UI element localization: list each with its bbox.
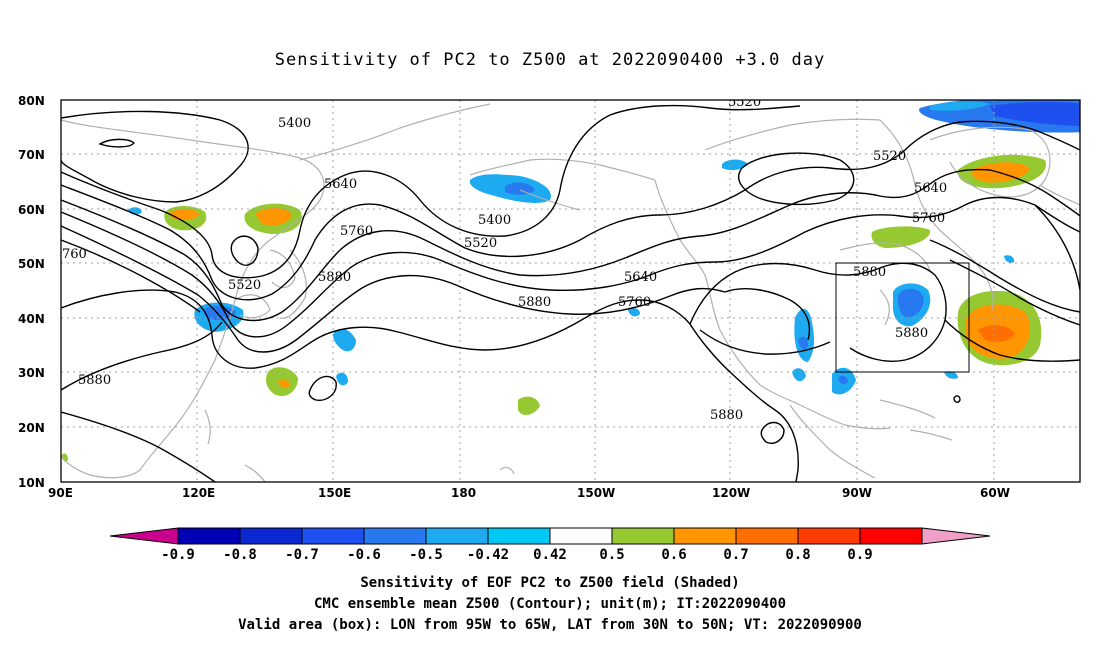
colorbar-low-extension bbox=[109, 527, 179, 545]
colorbar-tick-label: -0.7 bbox=[285, 547, 319, 563]
lon-label: 120E bbox=[182, 486, 215, 500]
colorbar-tick-label: 0.42 bbox=[533, 547, 567, 563]
colorbar-swatch bbox=[549, 527, 613, 545]
colorbar-tick-label: -0.6 bbox=[347, 547, 381, 563]
contour-label: 5880 bbox=[895, 326, 928, 341]
contour-label: 5880 bbox=[318, 270, 351, 285]
lat-lon-grid bbox=[61, 100, 1080, 482]
colorbar-tick-label: 0.6 bbox=[661, 547, 686, 563]
contour-label: 5880 bbox=[853, 265, 886, 280]
lon-label: 90W bbox=[842, 486, 872, 500]
lat-axis: 80N 70N 60N 50N 40N 30N 20N 10N bbox=[18, 94, 45, 490]
lat-label: 30N bbox=[18, 366, 45, 380]
lon-label: 60W bbox=[980, 486, 1010, 500]
contour-label: 5640 bbox=[914, 181, 947, 196]
colorbar-tick-label: 0.7 bbox=[723, 547, 748, 563]
colorbar-swatch bbox=[425, 527, 489, 545]
colorbar-swatch bbox=[177, 527, 241, 545]
contour-label: 760 bbox=[62, 247, 87, 262]
contour-label: 5640 bbox=[624, 270, 657, 285]
lat-label: 60N bbox=[18, 203, 45, 217]
contour-label: 5520 bbox=[728, 95, 761, 110]
colorbar-tick-label: 0.8 bbox=[785, 547, 810, 563]
caption-line-2: CMC ensemble mean Z500 (Contour); unit(m… bbox=[313, 596, 786, 612]
colorbar-swatch bbox=[363, 527, 427, 545]
contour-label: 5760 bbox=[340, 224, 373, 239]
colorbar-tick-label: -0.5 bbox=[409, 547, 443, 563]
contour-label: 5400 bbox=[478, 213, 511, 228]
lat-label: 50N bbox=[18, 257, 45, 271]
colorbar-swatch bbox=[673, 527, 737, 545]
lat-label: 10N bbox=[18, 476, 45, 490]
map-frame bbox=[60, 99, 1081, 483]
contour-label: 5520 bbox=[228, 278, 261, 293]
colorbar-tick-label: 0.9 bbox=[847, 547, 872, 563]
lon-label: 120W bbox=[712, 486, 750, 500]
caption-line-1: Sensitivity of EOF PC2 to Z500 field (Sh… bbox=[360, 575, 740, 591]
colorbar-tick-label: 0.5 bbox=[599, 547, 624, 563]
colorbar-high-extension bbox=[921, 527, 991, 545]
z500-contours bbox=[61, 104, 1080, 482]
colorbar-tick-label: -0.42 bbox=[467, 547, 509, 563]
colorbar-tick-label: -0.9 bbox=[161, 547, 195, 563]
lat-label: 70N bbox=[18, 148, 45, 162]
contour-label: 5880 bbox=[710, 408, 743, 423]
contour-labels: 5400 5520 5640 5760 5880 5400 5520 5640 … bbox=[62, 95, 947, 423]
lon-label: 90E bbox=[48, 486, 73, 500]
lon-axis: 90E 120E 150E 180 150W 120W 90W 60W bbox=[48, 486, 1010, 500]
colorbar-swatch bbox=[797, 527, 861, 545]
colorbar-swatch bbox=[735, 527, 799, 545]
lon-label: 180 bbox=[451, 486, 476, 500]
lat-label: 20N bbox=[18, 421, 45, 435]
colorbar-swatch bbox=[239, 527, 303, 545]
coastlines bbox=[61, 103, 1080, 482]
lat-label: 40N bbox=[18, 312, 45, 326]
contour-label: 5880 bbox=[518, 295, 551, 310]
shaded-sensitivity bbox=[62, 100, 1080, 462]
contour-label: 5880 bbox=[78, 373, 111, 388]
contour-label: 5400 bbox=[278, 116, 311, 131]
colorbar-swatch bbox=[487, 527, 551, 545]
lon-label: 150W bbox=[577, 486, 615, 500]
map-title: Sensitivity of PC2 to Z500 at 2022090400… bbox=[274, 50, 826, 70]
contour-label: 5640 bbox=[324, 177, 357, 192]
contour-label: 5520 bbox=[873, 149, 906, 164]
contour-label: 5520 bbox=[464, 236, 497, 251]
contour-label: 5760 bbox=[912, 211, 945, 226]
colorbar-swatch bbox=[859, 527, 923, 545]
colorbar-tick-label: -0.8 bbox=[223, 547, 257, 563]
colorbar-swatch bbox=[301, 527, 365, 545]
contour-label: 5760 bbox=[618, 295, 651, 310]
colorbar-swatch bbox=[611, 527, 675, 545]
captions: Sensitivity of EOF PC2 to Z500 field (Sh… bbox=[0, 573, 1100, 636]
lon-label: 150E bbox=[318, 486, 351, 500]
valid-area-box bbox=[835, 262, 970, 373]
colorbar: -0.9 -0.8 -0.7 -0.6 -0.5 -0.42 0.42 0.5 0.6 0.7 0.… bbox=[109, 527, 991, 563]
caption-line-3: Valid area (box): LON from 95W to 65W, L… bbox=[238, 617, 862, 633]
lat-label: 80N bbox=[18, 94, 45, 108]
